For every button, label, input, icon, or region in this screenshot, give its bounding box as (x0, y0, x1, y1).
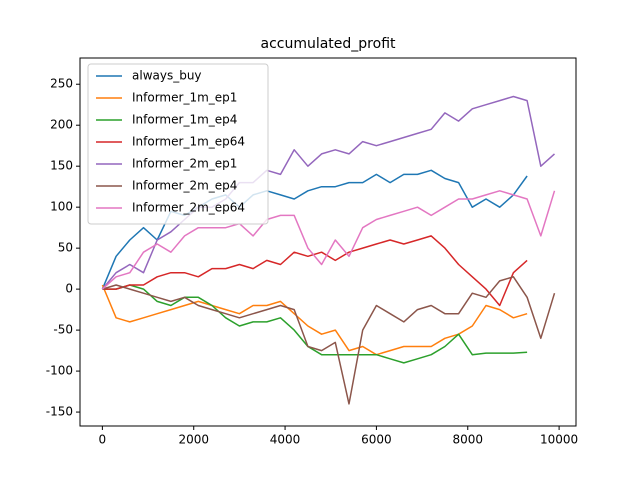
chart-title: accumulated_profit (260, 36, 396, 52)
y-tick-label: 50 (58, 241, 73, 255)
y-tick-label: 0 (65, 282, 73, 296)
legend-box (87, 63, 269, 225)
series-line (101, 284, 528, 356)
x-tick-label: 4000 (270, 433, 301, 447)
y-tick-label: 250 (50, 77, 73, 91)
legend-label: Informer_2m_ep64 (132, 201, 245, 215)
legend-label: Informer_1m_ep64 (132, 135, 245, 149)
x-tick-label: 8000 (452, 433, 483, 447)
series-line (101, 95, 556, 290)
y-tick-label: 100 (50, 200, 73, 214)
x-tick-label: 6000 (361, 433, 392, 447)
x-tick-label: 10000 (540, 433, 578, 447)
legend-label: Informer_2m_ep1 (132, 157, 237, 171)
y-tick-label: -150 (46, 405, 73, 419)
y-tick-label: -100 (46, 364, 73, 378)
legend-label: always_buy (132, 69, 202, 83)
plot-frame (79, 57, 577, 427)
legend-label: Informer_2m_ep4 (132, 179, 237, 193)
series-line (102, 284, 528, 364)
series-line (102, 235, 528, 307)
legend: always_buy Informer_1m_ep1 Informer_1m_ep4… (87, 63, 269, 225)
series-line (101, 190, 556, 290)
x-tick-label: 0 (99, 433, 107, 447)
y-tick-label: 150 (50, 159, 73, 173)
y-tick-label: -50 (53, 323, 73, 337)
legend-label: Informer_1m_ep1 (132, 91, 237, 105)
x-tick-label: 2000 (178, 433, 209, 447)
series-line (102, 276, 556, 405)
y-tick-label: 200 (50, 118, 73, 132)
legend-label: Informer_1m_ep4 (132, 113, 237, 127)
